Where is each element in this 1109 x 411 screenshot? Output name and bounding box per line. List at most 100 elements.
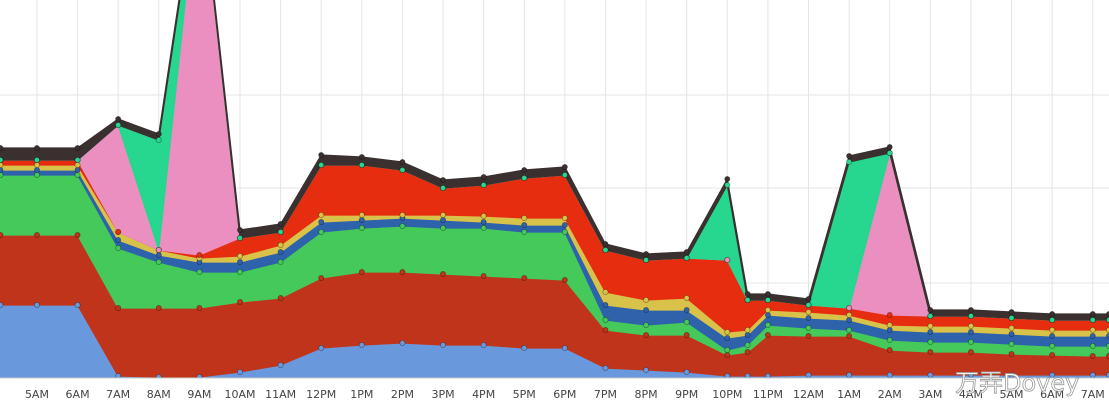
x-tick-label: 4AM [959, 388, 983, 401]
point [764, 311, 771, 318]
point [643, 306, 650, 313]
point [74, 166, 81, 173]
point [744, 331, 751, 338]
point [115, 116, 122, 123]
point [236, 258, 243, 265]
point [602, 316, 609, 323]
point [744, 296, 751, 303]
point [886, 143, 893, 150]
point [1089, 310, 1096, 317]
x-tick-label: 5AM [1000, 388, 1024, 401]
point [74, 171, 81, 178]
x-tick-label: 2PM [391, 388, 414, 401]
point [683, 254, 690, 261]
point [0, 145, 4, 151]
point [927, 371, 934, 378]
point [115, 122, 122, 129]
point [318, 228, 325, 235]
point [724, 351, 731, 358]
point [1049, 310, 1056, 317]
point [358, 268, 365, 275]
point [1106, 372, 1109, 378]
point [1049, 332, 1056, 339]
point [115, 236, 122, 243]
point [74, 301, 81, 308]
point [846, 158, 853, 165]
x-tick-label: 1PM [350, 388, 373, 401]
point [1008, 350, 1015, 357]
point [744, 348, 751, 355]
point [318, 151, 325, 158]
point [744, 326, 751, 333]
point [155, 130, 162, 137]
point [744, 373, 751, 378]
point [643, 256, 650, 263]
point [74, 231, 81, 238]
point [683, 306, 690, 313]
point [561, 221, 568, 228]
point [1049, 326, 1056, 333]
point [1089, 342, 1096, 349]
point [358, 216, 365, 223]
point [1089, 371, 1096, 378]
x-tick-label: 7PM [594, 388, 617, 401]
point [724, 373, 731, 378]
x-tick-label: 8AM [147, 388, 171, 401]
x-tick-label: 6AM [1040, 388, 1064, 401]
point [602, 364, 609, 371]
point [0, 157, 4, 163]
point [764, 290, 771, 297]
point [399, 166, 406, 173]
point [0, 302, 4, 308]
point [155, 136, 162, 143]
point [277, 220, 284, 227]
point [196, 268, 203, 275]
point [33, 166, 40, 173]
point [0, 162, 4, 168]
x-tick-label: 7AM [1081, 388, 1105, 401]
x-tick-label: 7AM [106, 388, 130, 401]
point [399, 268, 406, 275]
point [1106, 333, 1109, 339]
point [236, 226, 243, 233]
point [1089, 316, 1096, 323]
point [480, 173, 487, 180]
point [236, 252, 243, 259]
point [155, 251, 162, 258]
point [277, 258, 284, 265]
point [764, 373, 771, 378]
point [480, 272, 487, 279]
point [927, 312, 934, 319]
point [33, 161, 40, 168]
point [236, 234, 243, 241]
point [480, 341, 487, 348]
point [967, 328, 974, 335]
point [927, 328, 934, 335]
point [561, 228, 568, 235]
point [358, 224, 365, 231]
x-tick-label: 10AM [224, 388, 255, 401]
point [886, 149, 893, 156]
point [440, 224, 447, 231]
x-tick-label: 1AM [837, 388, 861, 401]
point [764, 306, 771, 313]
point [643, 321, 650, 328]
point [927, 306, 934, 313]
point [440, 341, 447, 348]
point [602, 288, 609, 295]
point [1106, 327, 1109, 333]
point [1106, 311, 1109, 317]
point [399, 222, 406, 229]
point [155, 374, 162, 378]
point [846, 152, 853, 159]
point [846, 332, 853, 339]
x-tick-label: 6AM [66, 388, 90, 401]
x-tick-label: 11PM [753, 388, 783, 401]
point [521, 344, 528, 351]
point [480, 224, 487, 231]
point [74, 161, 81, 168]
watermark: 万弄Dovey [955, 369, 1079, 397]
point [683, 318, 690, 325]
point [155, 258, 162, 265]
point [521, 221, 528, 228]
